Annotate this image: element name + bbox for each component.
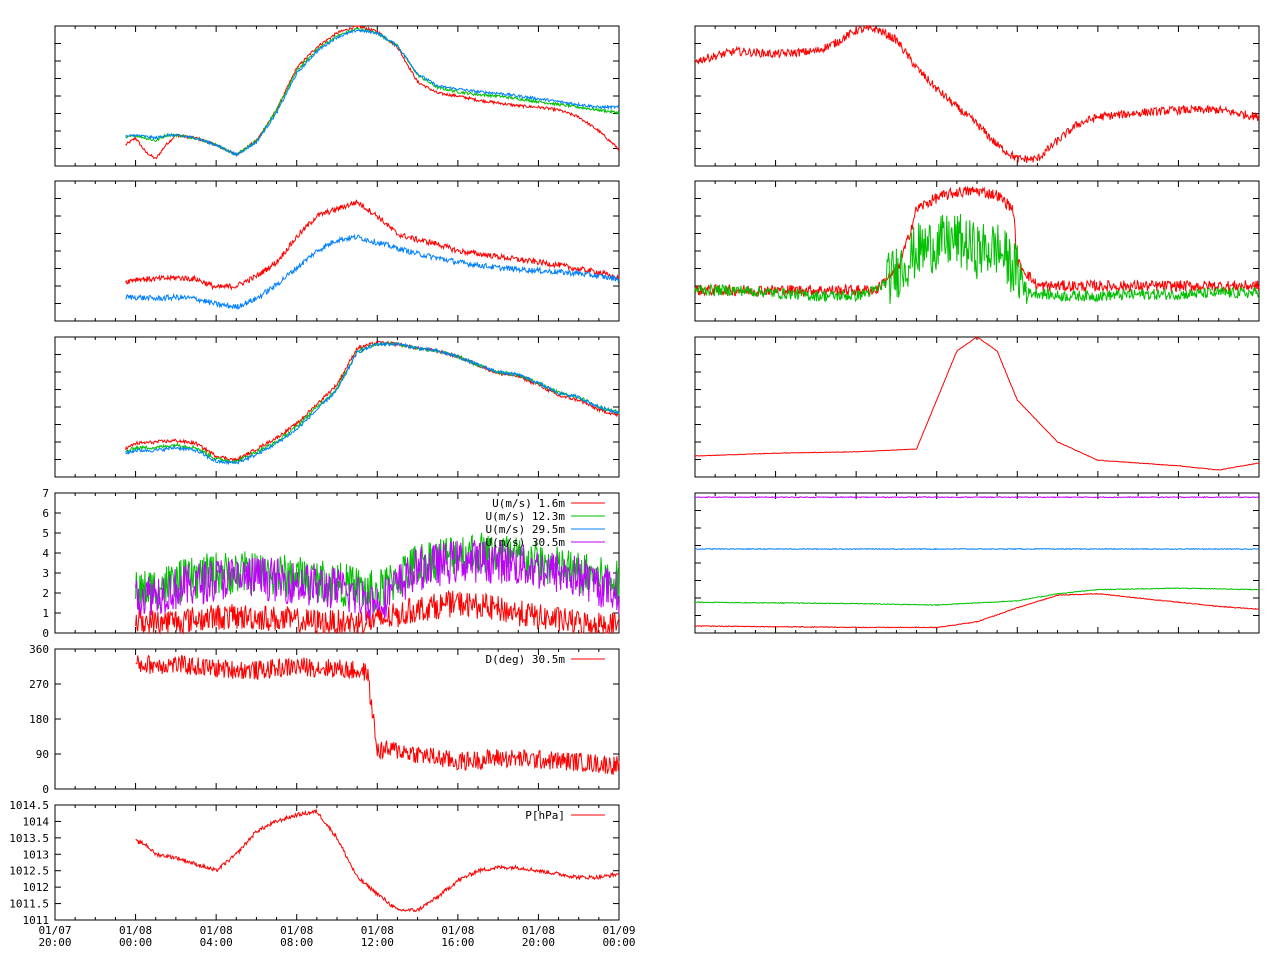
wind-speed-ytick-label: 0 xyxy=(42,627,49,640)
height-lines-series-red-line xyxy=(694,592,1260,629)
wind-speed-ytick-label: 3 xyxy=(42,567,49,580)
xtick-label-date: 01/08 xyxy=(441,924,474,937)
wind-speed-series-purple-line xyxy=(135,540,620,622)
wind-direction-ytick-label: 360 xyxy=(29,643,49,656)
xtick-label-time: 08:00 xyxy=(280,936,313,949)
pressure-ytick-label: 1012.5 xyxy=(9,865,49,878)
wind-direction-panel: 0 90 180 270 360 D(deg) 30.5m xyxy=(29,643,620,796)
xtick-label-date: 01/08 xyxy=(200,924,233,937)
wind-direction-ytick-label: 270 xyxy=(29,678,49,691)
xtick-label-time: 12:00 xyxy=(361,936,394,949)
legend-label: D(deg) 30.5m xyxy=(486,653,566,666)
pressure-ytick-label: 1013.5 xyxy=(9,832,49,845)
height-lines-series-purple-line xyxy=(695,496,1260,499)
legend-label: U(m/s) 30.5m xyxy=(486,536,566,549)
wind-direction-series-red-line xyxy=(135,654,620,775)
temp-profile-series-green-line xyxy=(125,27,620,156)
wind-speed-ytick-label: 6 xyxy=(42,507,49,520)
wind-speed-ytick-label: 7 xyxy=(42,487,49,500)
height-lines-series-blue-line xyxy=(694,547,1260,551)
wind-speed-ytick-label: 1 xyxy=(42,607,49,620)
xtick-label-time: 00:00 xyxy=(602,936,635,949)
wind-direction-ytick-label: 0 xyxy=(42,783,49,796)
temp-near-ground-panel xyxy=(54,336,620,478)
temp-profile-series-blue-line xyxy=(125,28,620,157)
stepped-series-frame xyxy=(694,25,1260,167)
pressure-ytick-label: 1013 xyxy=(23,848,50,861)
xtick-label-date: 01/08 xyxy=(522,924,555,937)
stepped-series-series-red-line xyxy=(694,24,1260,163)
xtick-label-date: 01/09 xyxy=(602,924,635,937)
legend-label: U(m/s) 12.3m xyxy=(486,510,566,523)
pressure-frame xyxy=(54,804,620,921)
xtick-label-time: 20:00 xyxy=(38,936,71,949)
pressure-ytick-label: 1014 xyxy=(23,815,50,828)
humidity-profile-series-red-line xyxy=(125,199,620,291)
humidity-profile-frame xyxy=(54,180,620,322)
single-peak-series-red-line xyxy=(694,336,1259,471)
temp-near-ground-frame xyxy=(54,336,620,478)
humidity-profile-series-blue-line xyxy=(125,233,620,311)
pressure-series-red-line xyxy=(135,807,620,913)
wind-direction-ytick-label: 180 xyxy=(29,713,49,726)
single-peak-frame xyxy=(694,336,1260,478)
legend-label: U(m/s) 1.6m xyxy=(492,497,565,510)
wind-direction-ytick-label: 90 xyxy=(36,748,49,761)
xtick-label-time: 20:00 xyxy=(522,936,555,949)
pressure-ytick-label: 1012 xyxy=(23,881,50,894)
single-peak-panel xyxy=(694,336,1260,478)
temp-near-ground-series-blue-line xyxy=(125,340,620,466)
legend-label: U(m/s) 29.5m xyxy=(486,523,566,536)
xtick-label-date: 01/08 xyxy=(119,924,152,937)
xtick-label-time: 04:00 xyxy=(200,936,233,949)
wind-speed-ytick-label: 2 xyxy=(42,587,49,600)
temp-near-ground-series-red-line xyxy=(125,340,620,463)
wind-speed-ytick-label: 5 xyxy=(42,527,49,540)
pressure-ytick-label: 1014.5 xyxy=(9,799,49,812)
xtick-label-date: 01/08 xyxy=(280,924,313,937)
radiation-series-series-green-line xyxy=(694,213,1260,305)
temp-near-ground-series-green-line xyxy=(125,340,620,464)
pressure-ytick-label: 1011 xyxy=(23,914,50,927)
radiation-series-panel xyxy=(694,180,1260,322)
wind-speed-ytick-label: 4 xyxy=(42,547,49,560)
xtick-label-time: 16:00 xyxy=(441,936,474,949)
wind-speed-series-red-line xyxy=(135,589,620,635)
height-lines-frame xyxy=(694,492,1260,634)
pressure-ytick-label: 1011.5 xyxy=(9,898,49,911)
radiation-series-series-red-line xyxy=(694,186,1260,298)
height-lines-panel xyxy=(694,492,1260,634)
xtick-label-date: 01/08 xyxy=(361,924,394,937)
stepped-series-panel xyxy=(694,24,1260,167)
legend-label: P[hPa] xyxy=(525,809,565,822)
xtick-label-time: 00:00 xyxy=(119,936,152,949)
humidity-profile-panel xyxy=(54,180,620,322)
pressure-panel: 1011 1011.5 1012 1012.5 1013 1013.5 1014 1014.5… xyxy=(9,799,635,949)
height-lines-series-green-line xyxy=(694,587,1260,606)
xtick-label-date: 01/07 xyxy=(38,924,71,937)
wind-speed-panel: 0 1 2 3 4 5 6 7 U(m/s) 1.6mU(m/s) 12.3mU(m/s) 29… xyxy=(42,487,620,640)
temp-profile-panel xyxy=(54,25,620,167)
